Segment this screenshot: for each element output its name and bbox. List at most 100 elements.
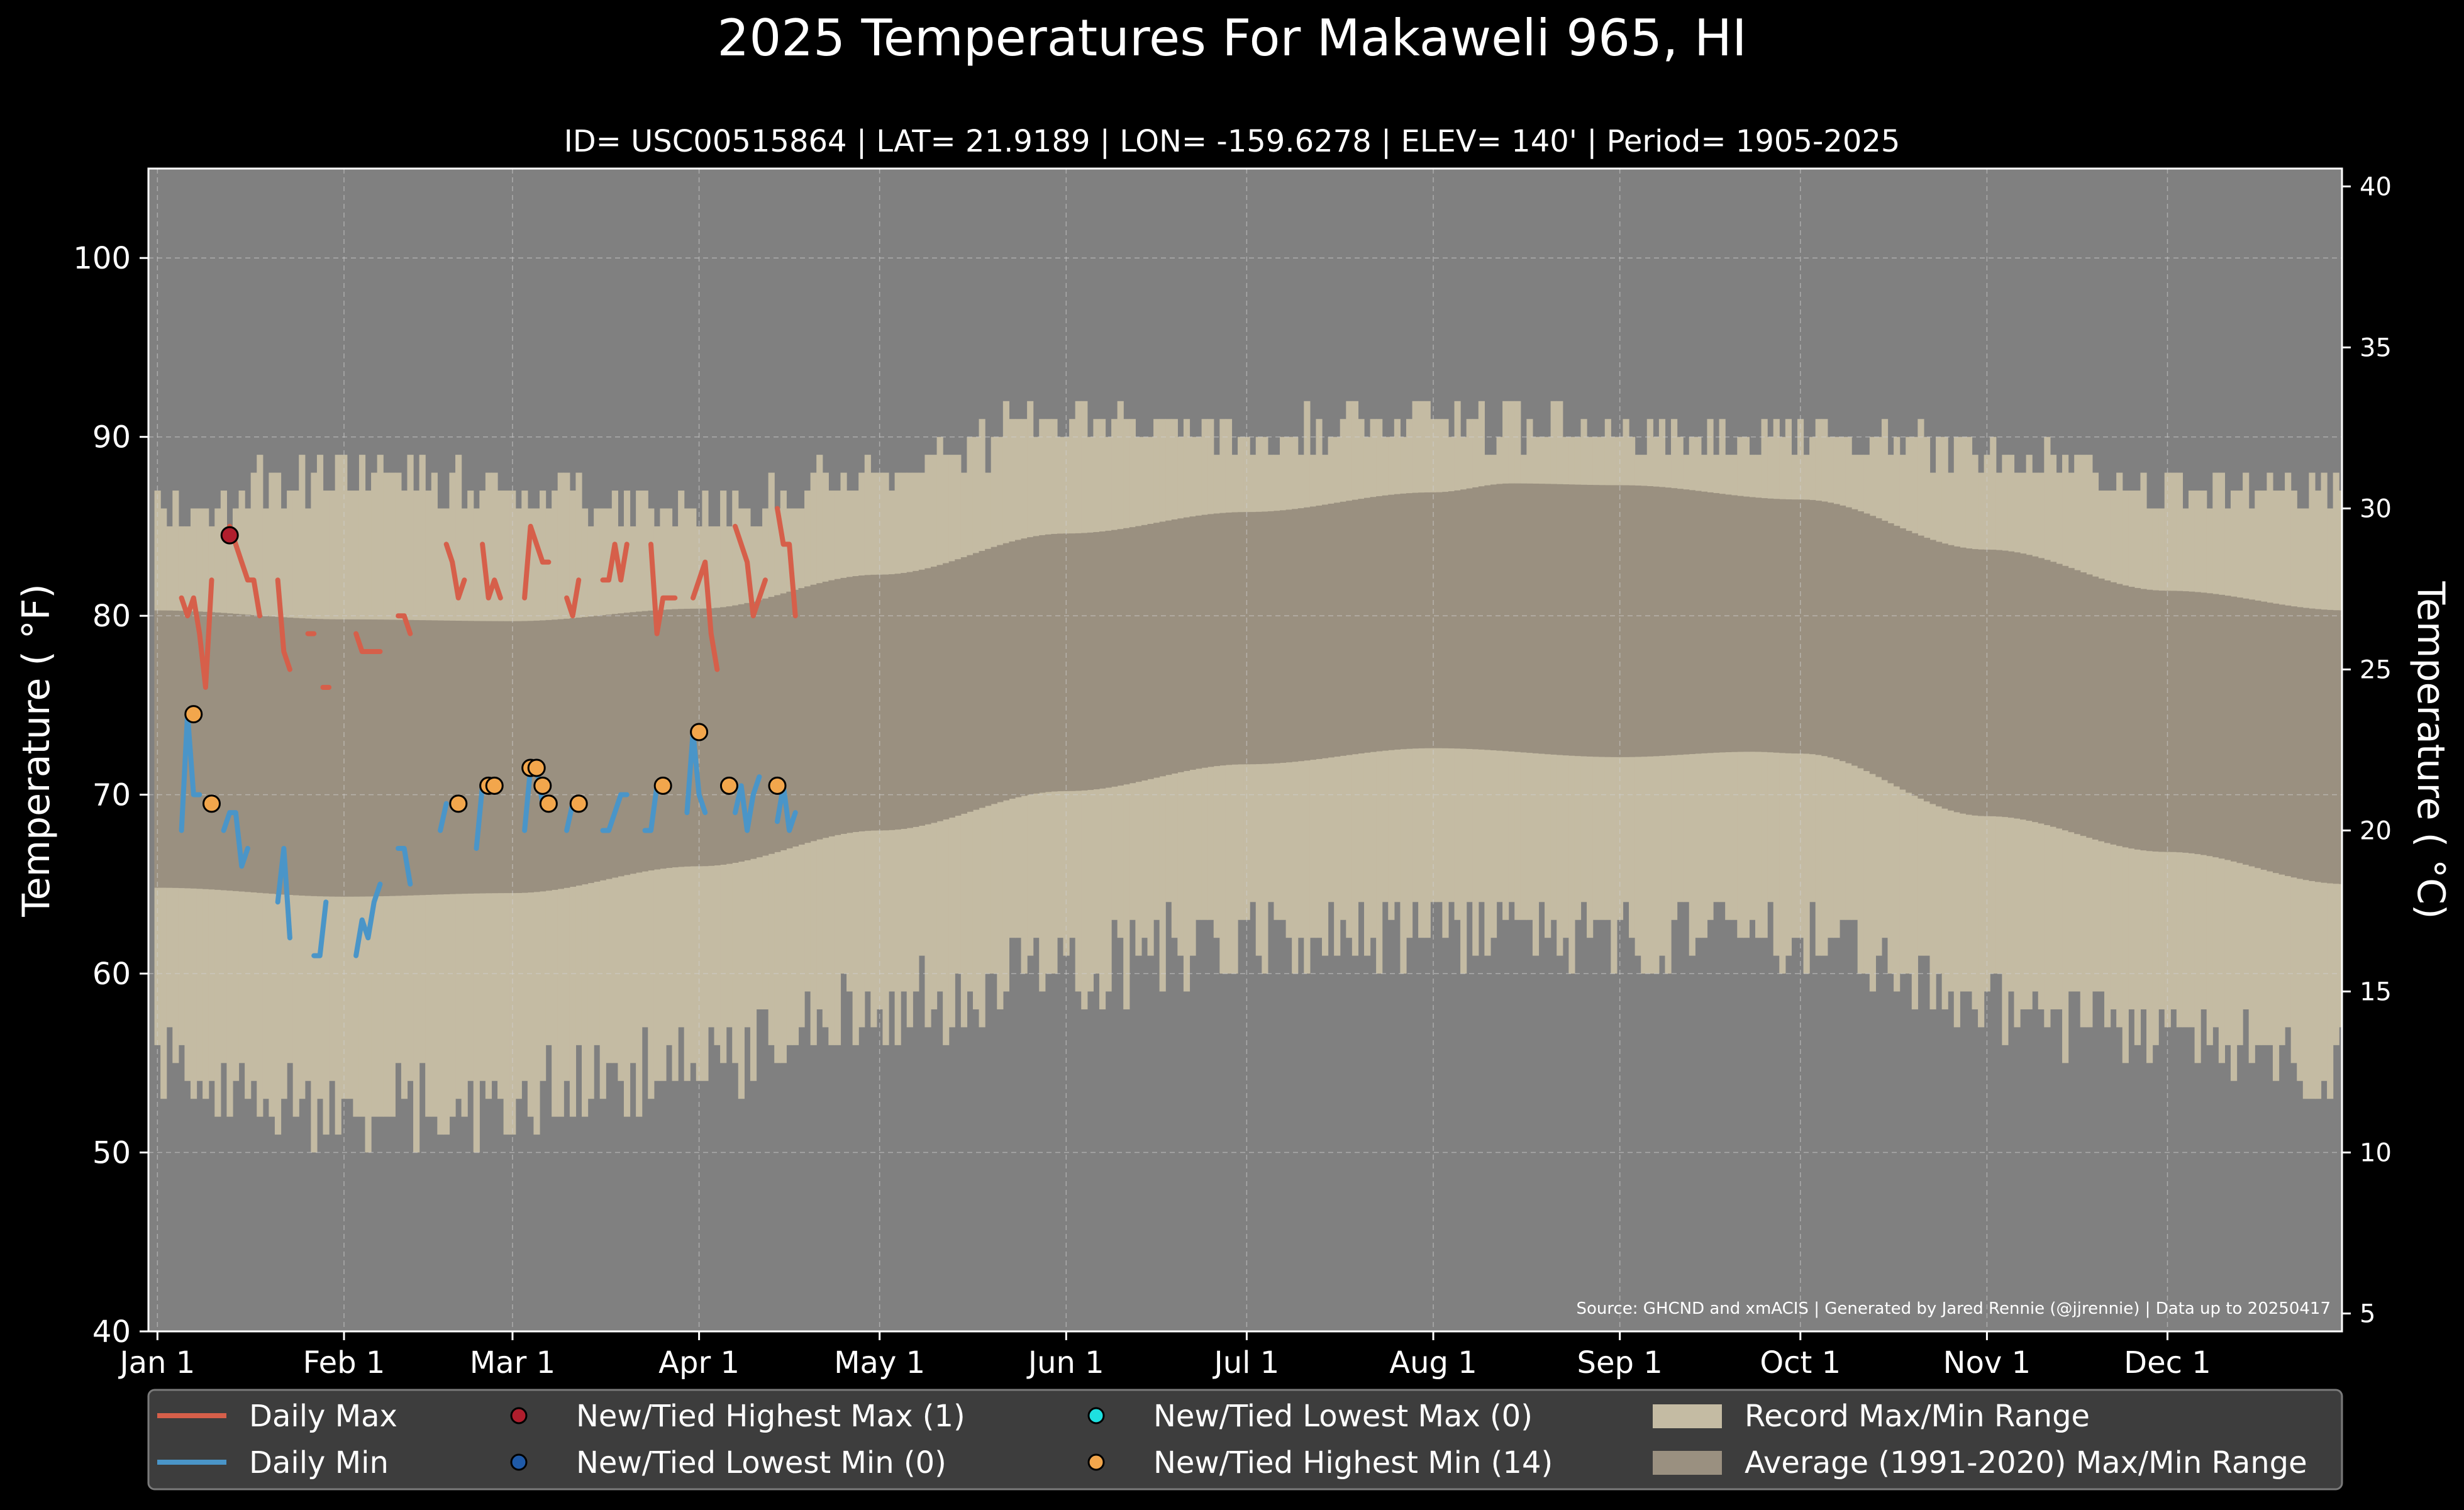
average-range-bar bbox=[1857, 511, 1864, 769]
average-range-bar bbox=[864, 575, 871, 831]
average-range-bar bbox=[208, 612, 215, 890]
record-highest-min-marker bbox=[485, 776, 504, 795]
average-range-bar bbox=[1929, 540, 1936, 804]
average-range-bar bbox=[979, 551, 985, 808]
average-range-bar bbox=[1545, 484, 1551, 755]
average-range-bar bbox=[154, 610, 161, 888]
average-range-bar bbox=[196, 611, 203, 889]
average-range-bar bbox=[2267, 602, 2273, 872]
average-range-bar bbox=[1484, 485, 1491, 750]
legend-swatch-new-tied-lowest-min-0 bbox=[510, 1453, 528, 1471]
average-range-bar bbox=[2164, 591, 2171, 852]
average-range-bar bbox=[943, 563, 950, 819]
legend-box bbox=[147, 1389, 2343, 1491]
x-tick-label: Aug 1 bbox=[1389, 1345, 1477, 1380]
average-range-bar bbox=[1906, 531, 1912, 793]
average-range-bar bbox=[1231, 512, 1238, 765]
average-range-bar bbox=[948, 561, 955, 818]
average-range-bar bbox=[1069, 533, 1076, 791]
average-range-bar bbox=[1219, 513, 1226, 766]
record-highest-min-marker bbox=[184, 705, 203, 724]
average-range-bar bbox=[636, 611, 643, 873]
average-range-bar bbox=[563, 618, 570, 888]
daily-min-segment bbox=[733, 774, 762, 833]
average-range-bar bbox=[497, 621, 504, 894]
average-range-bar bbox=[1941, 543, 1948, 809]
average-range-bar bbox=[2092, 576, 2099, 840]
average-range-bar bbox=[798, 588, 805, 845]
average-range-bar bbox=[353, 619, 360, 897]
y-left-tick-label: 90 bbox=[92, 420, 131, 455]
daily-max-segment bbox=[600, 541, 630, 583]
average-range-bar bbox=[2182, 591, 2189, 853]
daily-max-segment bbox=[480, 541, 503, 601]
average-range-bar bbox=[503, 621, 510, 894]
average-range-bar bbox=[2086, 574, 2093, 838]
average-range-bar bbox=[178, 611, 186, 889]
daily-min-segment bbox=[275, 846, 292, 941]
average-range-bar bbox=[1250, 512, 1257, 765]
average-range-bar bbox=[2255, 600, 2261, 869]
average-range-bar bbox=[1316, 505, 1323, 759]
average-range-bar bbox=[1153, 523, 1160, 778]
average-range-bar bbox=[780, 593, 787, 850]
average-range-bar bbox=[1743, 496, 1750, 752]
average-range-bar bbox=[1418, 492, 1425, 748]
average-range-bar bbox=[882, 574, 889, 831]
daily-max-segment bbox=[275, 577, 292, 672]
record-highest-min-marker bbox=[768, 776, 787, 795]
x-tick-label: Dec 1 bbox=[2124, 1345, 2211, 1380]
record-highest-min-marker bbox=[202, 794, 221, 813]
average-range-bar bbox=[2014, 552, 2021, 819]
average-range-bar bbox=[473, 621, 480, 894]
daily-series bbox=[179, 506, 798, 958]
average-range-bar bbox=[985, 548, 992, 806]
record-highest-max-marker bbox=[220, 526, 239, 545]
average-range-bar bbox=[913, 570, 919, 827]
average-range-bar bbox=[1147, 524, 1154, 779]
average-range-bar bbox=[1123, 528, 1130, 785]
average-range-bar bbox=[852, 576, 859, 832]
average-range-bar bbox=[461, 621, 468, 894]
average-range-bar bbox=[1731, 495, 1738, 752]
average-range-bar bbox=[395, 619, 402, 896]
average-range-bar bbox=[1057, 533, 1064, 792]
x-tick-label: Feb 1 bbox=[303, 1345, 386, 1380]
x-tick-label: Jun 1 bbox=[1026, 1345, 1104, 1380]
average-range-bar bbox=[214, 612, 221, 890]
average-range-bar bbox=[1394, 494, 1401, 750]
average-range-bar bbox=[2002, 550, 2009, 818]
average-range-bar bbox=[1568, 484, 1575, 756]
daily-min-segment bbox=[353, 881, 383, 958]
average-range-bar bbox=[2098, 578, 2105, 841]
average-range-bar bbox=[1574, 484, 1582, 757]
average-range-bar bbox=[1911, 533, 1918, 796]
legend-label-daily-max: Daily Max bbox=[249, 1399, 397, 1434]
average-range-bar bbox=[1292, 509, 1299, 762]
average-range-bar bbox=[1376, 496, 1383, 752]
average-range-bar bbox=[431, 620, 438, 895]
average-range-bar bbox=[1629, 485, 1636, 757]
average-range-bar bbox=[274, 616, 282, 894]
legend-swatch-new-tied-highest-max-1 bbox=[510, 1407, 528, 1424]
average-range-bar bbox=[1478, 486, 1485, 750]
average-range-bar bbox=[1948, 545, 1955, 811]
average-range-bar bbox=[437, 620, 444, 895]
average-range-bar bbox=[1677, 489, 1684, 755]
daily-max-segment bbox=[443, 541, 467, 601]
average-range-bar bbox=[1285, 509, 1292, 763]
y-left-tick-label: 40 bbox=[92, 1314, 131, 1350]
average-range-bar bbox=[2080, 572, 2087, 836]
average-range-bar bbox=[1093, 532, 1100, 790]
record-highest-min-marker bbox=[569, 794, 588, 813]
legend-label-new-tied-lowest-max-0: New/Tied Lowest Max (0) bbox=[1153, 1399, 1533, 1434]
average-range-bar bbox=[419, 620, 426, 896]
average-range-bar bbox=[449, 620, 456, 894]
average-range-bar bbox=[1520, 483, 1527, 753]
average-range-bar bbox=[2212, 594, 2219, 858]
average-range-bar bbox=[2278, 604, 2285, 875]
average-range-bar bbox=[684, 608, 691, 867]
average-range-bar bbox=[1213, 513, 1220, 767]
average-range-bar bbox=[1014, 540, 1022, 797]
